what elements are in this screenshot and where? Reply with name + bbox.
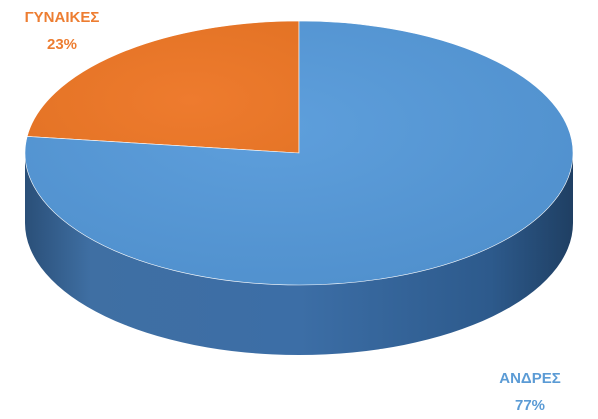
slice-value-men: 77% xyxy=(515,397,545,414)
pie-top xyxy=(24,20,574,286)
pie-side-wall xyxy=(25,153,573,355)
slice-men xyxy=(24,20,574,286)
slice-label-men: ΑΝΔΡΕΣ xyxy=(499,370,560,387)
slice-value-women: 23% xyxy=(47,36,77,53)
slice-label-women: ΓΥΝΑΙΚΕΣ xyxy=(25,9,100,26)
slice-women xyxy=(26,20,300,154)
